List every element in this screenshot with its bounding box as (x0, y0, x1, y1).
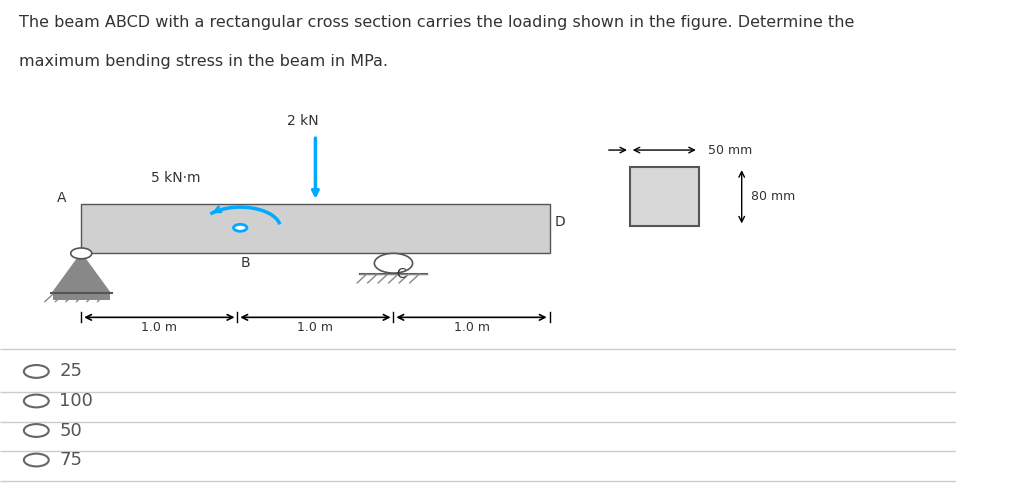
Text: C: C (396, 267, 406, 281)
Text: 80 mm: 80 mm (751, 190, 795, 203)
Circle shape (23, 395, 49, 407)
Text: 50: 50 (59, 422, 82, 439)
Text: A: A (57, 191, 67, 205)
Text: 1.0 m: 1.0 m (454, 321, 490, 334)
Circle shape (23, 365, 49, 378)
Polygon shape (53, 253, 110, 293)
Text: B: B (240, 256, 249, 270)
Circle shape (375, 253, 412, 273)
Circle shape (70, 248, 92, 259)
Text: D: D (555, 215, 565, 229)
Text: 2 kN: 2 kN (287, 115, 319, 128)
Circle shape (233, 224, 247, 231)
Text: 5 kN·m: 5 kN·m (152, 171, 201, 185)
Circle shape (23, 454, 49, 466)
Text: 50 mm: 50 mm (709, 144, 752, 156)
Text: 25: 25 (59, 363, 82, 380)
Text: 1.0 m: 1.0 m (142, 321, 177, 334)
Text: 75: 75 (59, 451, 82, 469)
Bar (53, 293, 110, 300)
Text: maximum bending stress in the beam in MPa.: maximum bending stress in the beam in MP… (19, 54, 388, 69)
Text: 100: 100 (59, 392, 93, 410)
Bar (630, 167, 698, 226)
Circle shape (23, 424, 49, 437)
Bar (81, 204, 550, 253)
Text: The beam ABCD with a rectangular cross section carries the loading shown in the : The beam ABCD with a rectangular cross s… (19, 15, 854, 30)
Text: 1.0 m: 1.0 m (297, 321, 334, 334)
